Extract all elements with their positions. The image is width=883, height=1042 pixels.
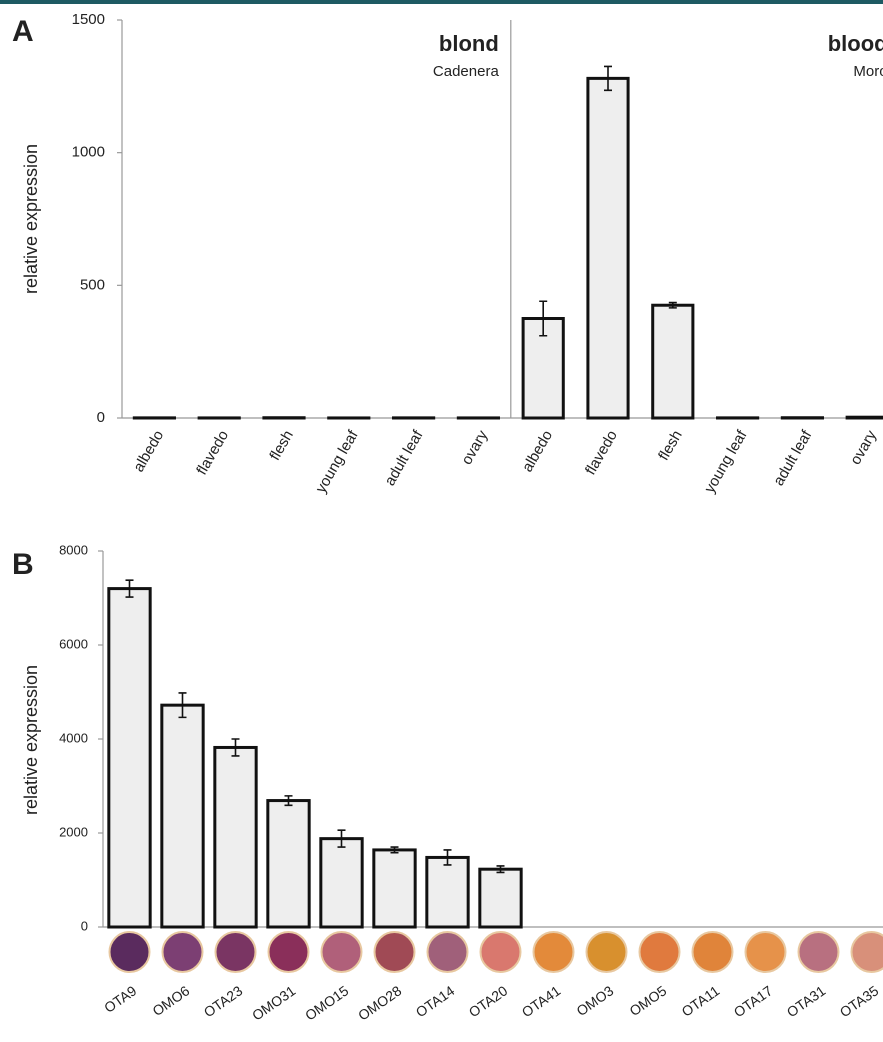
y-tick-label: 4000 (59, 730, 88, 745)
x-tick-label: OMO6 (149, 982, 192, 1019)
fruit-image (534, 932, 574, 972)
group-title: blood (828, 31, 883, 56)
x-tick-label: OMO5 (626, 982, 669, 1019)
y-tick-label: 2000 (59, 824, 88, 839)
bar (321, 839, 362, 927)
bar (215, 747, 256, 927)
bar (480, 869, 521, 927)
bar (268, 801, 309, 927)
y-axis-label: relative expression (21, 665, 41, 815)
fruit-image (375, 932, 415, 972)
x-tick-label: adult leaf (381, 427, 427, 489)
y-tick-label: 0 (97, 409, 105, 426)
bar (588, 78, 628, 418)
figure: A B relative expression relative express… (0, 0, 883, 1042)
x-tick-label: OMO28 (355, 982, 405, 1023)
fruit-image (110, 932, 150, 972)
bar (847, 417, 883, 418)
x-tick-label: OTA17 (731, 982, 776, 1020)
group-title: blond (439, 31, 499, 56)
x-tick-label: OMO15 (302, 982, 352, 1023)
bar (109, 589, 150, 927)
y-tick-label: 500 (80, 276, 105, 293)
fruit-image (322, 932, 362, 972)
x-tick-label: ovary (847, 427, 880, 468)
fruit-image (852, 932, 883, 972)
y-tick-label: 6000 (59, 636, 88, 651)
x-tick-label: OTA9 (101, 982, 139, 1016)
y-axis-label: relative expression (21, 144, 41, 294)
x-tick-label: flesh (266, 427, 297, 463)
fruit-image (799, 932, 839, 972)
x-tick-label: OTA31 (784, 982, 829, 1020)
group-subtitle: Moro (853, 63, 883, 80)
x-tick-label: OTA23 (201, 982, 246, 1020)
x-tick-label: OMO31 (249, 982, 299, 1023)
bar (653, 305, 693, 418)
top-border (0, 0, 883, 4)
x-tick-label: young leaf (701, 427, 751, 496)
x-tick-label: flavedo (193, 427, 232, 477)
x-tick-label: OTA41 (519, 982, 564, 1020)
panel-label: A (12, 15, 34, 48)
x-tick-label: adult leaf (770, 427, 816, 489)
fruit-image (481, 932, 521, 972)
x-tick-label: OTA14 (413, 982, 458, 1020)
x-tick-label: OTA35 (837, 982, 882, 1020)
fruit-image (640, 932, 680, 972)
x-tick-label: OTA11 (679, 982, 723, 1019)
fruit-image (216, 932, 256, 972)
fruit-image (693, 932, 733, 972)
group-subtitle: Cadenera (433, 63, 500, 80)
fruit-image (587, 932, 627, 972)
x-tick-label: OMO3 (573, 982, 616, 1019)
y-tick-label: 8000 (59, 542, 88, 557)
x-tick-label: ovary (458, 427, 491, 468)
bar (374, 850, 415, 927)
x-tick-label: albedo (130, 427, 167, 475)
x-tick-label: young leaf (312, 427, 362, 496)
fruit-image (163, 932, 203, 972)
y-tick-label: 1000 (72, 144, 105, 161)
y-tick-label: 1500 (72, 11, 105, 28)
x-tick-label: OTA20 (466, 982, 511, 1020)
x-tick-label: flavedo (582, 427, 621, 477)
y-tick-label: 0 (81, 918, 88, 933)
x-tick-label: flesh (655, 427, 686, 463)
bar (162, 705, 203, 927)
page: {"chart_data": [ {"type": "bar", "panel_… (0, 0, 883, 1042)
bar (427, 857, 468, 927)
x-tick-label: albedo (519, 427, 556, 475)
fruit-image (428, 932, 468, 972)
fruit-image (746, 932, 786, 972)
panel-label: B (12, 548, 34, 581)
fruit-image (269, 932, 309, 972)
